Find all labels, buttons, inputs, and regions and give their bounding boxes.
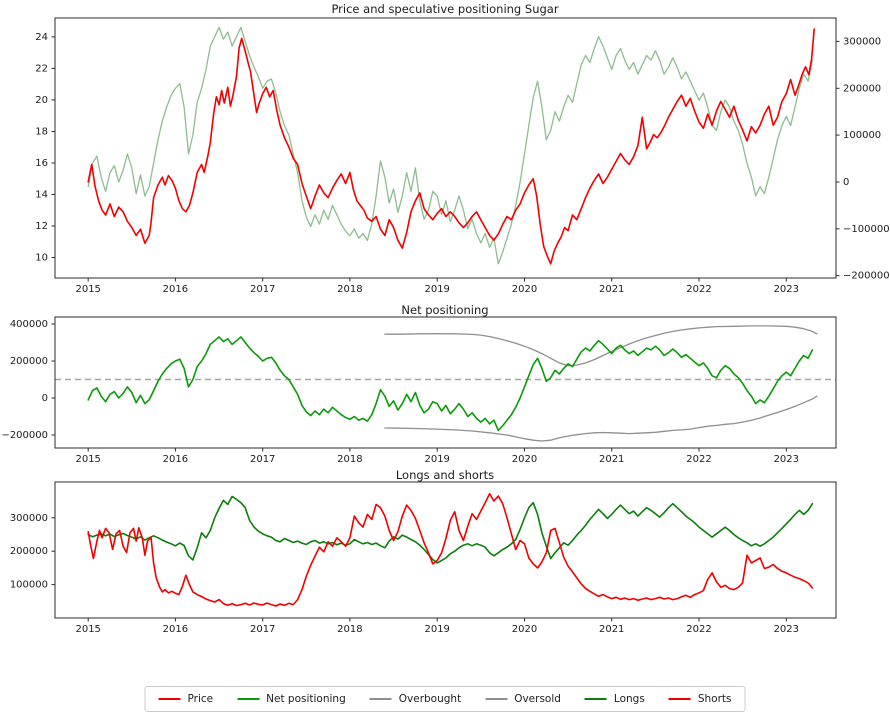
- x-tick-label: 2022: [686, 624, 711, 635]
- y-tick-label: 12: [35, 221, 48, 232]
- longs-shorts-chart-title: Longs and shorts: [395, 468, 495, 482]
- series-oversold-line: [384, 395, 818, 442]
- x-tick-label: 2018: [337, 624, 362, 635]
- legend-label: Shorts: [697, 693, 732, 705]
- legend-label: Longs: [613, 693, 645, 705]
- x-tick-label: 2016: [163, 624, 188, 635]
- x-tick-label: 2017: [250, 284, 275, 295]
- price-chart-title: Price and speculative positioning Sugar: [331, 2, 559, 16]
- legend-item-price: Price: [158, 693, 214, 705]
- x-tick-label: 2020: [512, 624, 537, 635]
- y-tick-label: −200000: [1, 430, 48, 441]
- x-tick-label: 2017: [250, 454, 275, 465]
- legend-label: Price: [187, 693, 214, 705]
- x-tick-label: 2022: [686, 454, 711, 465]
- y2-tick-label: 0: [843, 177, 849, 188]
- x-tick-label: 2023: [774, 284, 799, 295]
- x-tick-label: 2016: [163, 454, 188, 465]
- series-price-line: [87, 28, 815, 265]
- y-tick-label: 400000: [10, 319, 48, 330]
- legend-item-shorts: Shorts: [668, 693, 732, 705]
- y-tick-label: 24: [35, 32, 48, 43]
- net-positioning-chart-title: Net positioning: [401, 303, 489, 317]
- series-net_positioning-line: [87, 26, 814, 265]
- legend-label: Net positioning: [266, 693, 346, 705]
- longs-shorts-chart: 300000 200000 100000 2015 2016 2017 2018 2019 20…: [10, 481, 837, 635]
- y-tick-label: 10: [35, 253, 48, 264]
- price-chart: 24222018161412103000002000001000000−1000…: [35, 17, 890, 295]
- legend-swatch: [369, 698, 392, 700]
- y2-tick-label: −200000: [843, 271, 890, 282]
- x-tick-label: 2016: [163, 284, 188, 295]
- x-tick-label: 2018: [337, 454, 362, 465]
- legend-item-overbought: Overbought: [369, 693, 462, 705]
- legend-label: Overbought: [398, 693, 462, 705]
- y-tick-label: 16: [35, 158, 48, 169]
- plot-frame: [54, 481, 837, 619]
- x-tick-label: 2015: [75, 454, 100, 465]
- legend-swatch: [237, 698, 260, 700]
- x-tick-label: 2020: [512, 454, 537, 465]
- legend-swatch: [485, 698, 508, 700]
- x-tick-label: 2021: [599, 454, 624, 465]
- y2-tick-label: 100000: [843, 130, 881, 141]
- series-longs-line: [87, 495, 814, 564]
- x-tick-label: 2021: [599, 284, 624, 295]
- x-tick-label: 2021: [599, 624, 624, 635]
- legend: Price Net positioning Overbought Oversold Lo…: [144, 686, 746, 712]
- y-tick-label: 14: [35, 190, 48, 201]
- y-tick-label: 22: [35, 63, 48, 74]
- x-tick-label: 2019: [424, 454, 449, 465]
- x-tick-label: 2015: [75, 624, 100, 635]
- x-tick-label: 2015: [75, 284, 100, 295]
- legend-swatch: [668, 698, 691, 700]
- x-tick-label: 2018: [337, 284, 362, 295]
- y-tick-label: 0: [42, 393, 48, 404]
- legend-item-net-positioning: Net positioning: [237, 693, 346, 705]
- y2-tick-label: 300000: [843, 36, 881, 47]
- y2-tick-label: −100000: [843, 224, 890, 235]
- x-tick-label: 2023: [774, 624, 799, 635]
- x-tick-label: 2022: [686, 284, 711, 295]
- y2-tick-label: 200000: [843, 83, 881, 94]
- y-tick-label: 200000: [10, 356, 48, 367]
- x-tick-label: 2019: [424, 624, 449, 635]
- series-net_positioning-line: [87, 336, 814, 432]
- x-tick-label: 2019: [424, 284, 449, 295]
- legend-swatch: [584, 698, 607, 700]
- x-tick-label: 2017: [250, 624, 275, 635]
- legend-swatch: [158, 698, 181, 700]
- net-positioning-chart: 400000 200000 0 −200000 2015 2016 2017 2018 2019…: [1, 316, 837, 465]
- y-tick-label: 18: [35, 127, 48, 138]
- legend-item-oversold: Oversold: [485, 693, 561, 705]
- legend-item-longs: Longs: [584, 693, 645, 705]
- series-overbought-line: [384, 325, 818, 367]
- legend-label: Oversold: [514, 693, 561, 705]
- series-shorts-line: [87, 492, 814, 607]
- plot-frame: [54, 316, 837, 449]
- y-tick-label: 300000: [10, 513, 48, 524]
- y-tick-label: 100000: [10, 580, 48, 591]
- y-tick-label: 200000: [10, 546, 48, 557]
- x-tick-label: 2023: [774, 454, 799, 465]
- plot-frame: [54, 17, 837, 279]
- x-tick-label: 2020: [512, 284, 537, 295]
- y-tick-label: 20: [35, 95, 48, 106]
